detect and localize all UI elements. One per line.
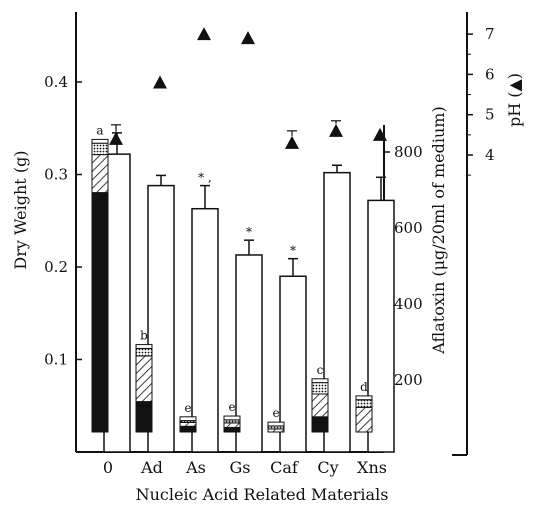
bars: a b e * , e * e * c d — [91, 123, 395, 453]
ph-marker — [153, 75, 167, 89]
aflatoxin-segment-hatched — [179, 422, 197, 427]
aflatoxin-tick-label: 600 — [394, 219, 423, 237]
ph-marker — [373, 127, 387, 141]
x-axis-title: Nucleic Acid Related Materials — [136, 485, 389, 504]
aflatoxin-letter: c — [317, 363, 324, 377]
ph-marker — [241, 31, 255, 45]
aflatoxin-segment-black — [135, 401, 153, 433]
left-tick-label: 0.4 — [44, 73, 68, 91]
y-axis-title-left: Dry Weight (g) — [11, 150, 30, 269]
y-axis-title-right: Aflatoxin (μg/20ml of medium) — [429, 106, 448, 354]
aflatoxin-segment-black — [91, 192, 109, 433]
ph-marker — [285, 135, 299, 149]
significance-mark: * — [290, 244, 296, 258]
aflatoxin-letter: e — [272, 406, 279, 420]
ph-marker — [329, 123, 343, 137]
ph-marker — [197, 27, 211, 41]
aflatoxin-letter: e — [228, 400, 235, 414]
aflatoxin-segment-hatched — [223, 422, 241, 428]
aflatoxin-segment-hatched — [355, 406, 373, 433]
category-label: Ad — [140, 458, 163, 477]
ph-markers — [109, 27, 387, 149]
category-labels: 0 Ad As Gs Caf Cy Xns — [103, 458, 387, 477]
aflatoxin-segment-white — [179, 416, 197, 422]
aflatoxin-segment-dotted — [355, 399, 373, 408]
ph-tick-label: 5 — [485, 106, 495, 124]
aflatoxin-segment-hatched — [135, 355, 153, 403]
aflatoxin-letter: e — [184, 401, 191, 415]
ph-tick-label: 7 — [485, 25, 495, 43]
aflatoxin-letter: a — [96, 123, 103, 137]
aflatoxin-segment-white — [91, 138, 109, 144]
dry-weight-bar — [191, 207, 219, 453]
ph-tick-label: 4 — [485, 146, 495, 164]
aflatoxin-tick-label: 200 — [394, 371, 423, 389]
aflatoxin-segment-black — [311, 416, 329, 433]
category-label: As — [185, 458, 206, 477]
aflatoxin-segment-dotted — [91, 142, 109, 156]
category-label: Xns — [357, 458, 387, 477]
aflatoxin-segment-white — [135, 344, 153, 349]
aflatoxin-segment-white — [223, 415, 241, 421]
aflatoxin-segment-white — [267, 421, 285, 427]
aflatoxin-segment-white — [311, 378, 329, 384]
significance-mark: * , — [198, 171, 212, 185]
category-label: Caf — [270, 458, 299, 477]
aflatoxin-letter: d — [360, 380, 368, 394]
aflatoxin-letter: b — [140, 329, 148, 343]
aflatoxin-tick-label: 400 — [394, 295, 423, 313]
aflatoxin-tick-label: 800 — [394, 143, 423, 161]
left-tick-label: 0.2 — [44, 258, 68, 276]
aflatoxin-segment-black — [223, 426, 241, 433]
category-label: 0 — [103, 458, 113, 477]
left-tick-label: 0.3 — [44, 166, 68, 184]
aflatoxin-segment-black — [179, 425, 197, 433]
left-tick-label: 0.1 — [44, 351, 68, 369]
aflatoxin-segment-hatched — [311, 393, 329, 418]
y-axis-title-ph: pH (▲) — [505, 73, 524, 127]
aflatoxin-segment-dotted — [135, 347, 153, 357]
significance-mark: * — [246, 225, 252, 239]
ph-marker — [109, 131, 123, 145]
aflatoxin-segment-dotted — [311, 382, 329, 395]
ph-axis: 4 5 6 7 — [452, 12, 495, 456]
ph-tick-label: 6 — [485, 65, 495, 83]
category-label: Cy — [317, 458, 338, 477]
aflatoxin-segment-white — [355, 395, 373, 401]
category-label: Gs — [230, 458, 251, 477]
aflatoxin-segment-hatched — [91, 154, 109, 194]
